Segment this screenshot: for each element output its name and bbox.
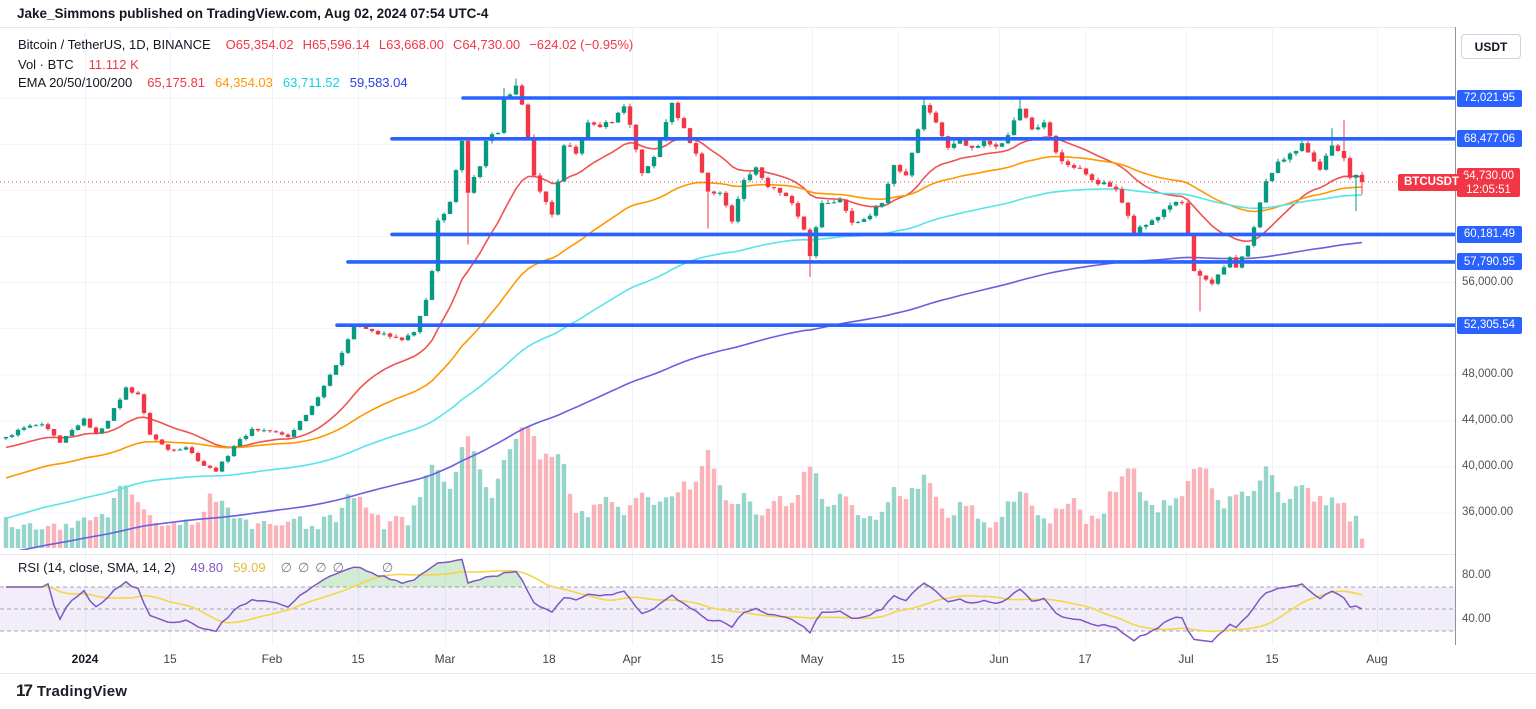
rsi-tick: 40.00 xyxy=(1462,613,1491,625)
candles-layer xyxy=(3,78,1365,473)
header-separator xyxy=(0,27,1536,28)
time-axis-label: 15 xyxy=(351,652,365,666)
ohlc-item: H65,596.14 xyxy=(302,37,370,52)
time-axis-label: Aug xyxy=(1366,652,1388,666)
ema-label: EMA 20/50/100/200 xyxy=(18,75,133,90)
symbol-title: Bitcoin / TetherUS, 1D, BINANCE xyxy=(18,37,211,52)
rsi-tick: 80.00 xyxy=(1462,569,1491,581)
ema-value: 65,175.81 xyxy=(147,75,206,90)
tradingview-wordmark: TradingView xyxy=(36,682,128,700)
time-axis-label: Mar xyxy=(434,652,456,666)
price-tick: 44,000.00 xyxy=(1462,413,1514,426)
rsi-legend-row[interactable]: RSI (14, close, SMA, 14, 2) 49.80 59.09 ∅… xyxy=(18,560,393,576)
price-tick: 48,000.00 xyxy=(1462,367,1514,380)
rsi-label: RSI (14, close, SMA, 14, 2) xyxy=(18,560,176,575)
time-axis-label: 15 xyxy=(710,652,724,666)
tradingview-footer-logo[interactable]: 17 TradingView xyxy=(16,681,127,701)
last-price-value: 64,730.00 xyxy=(1462,169,1515,182)
level-price-label[interactable]: 52,305.54 xyxy=(1457,316,1522,334)
ema-value: 59,583.04 xyxy=(349,75,408,90)
rsi-value: 59.09 xyxy=(233,560,266,575)
ohlc-item: −624.02 (−0.95%) xyxy=(529,37,634,52)
ema-values: 65,175.81 64,354.03 63,711.52 59,583.04 xyxy=(147,75,407,90)
time-axis[interactable]: 2024 15 Feb 15 Mar 18 Apr 15 May 15 Jun 17 Jul 15 Aug xyxy=(0,645,1536,673)
level-price-label[interactable]: 72,021.95 xyxy=(1457,89,1522,107)
rsi-empty-symbols: ∅ ∅ ∅ ∅ ∅ xyxy=(275,560,394,576)
volume-layer xyxy=(3,426,1365,548)
level-price-label[interactable]: 68,477.06 xyxy=(1457,130,1522,148)
time-axis-label: Jul xyxy=(1178,652,1194,666)
time-axis-label: 15 xyxy=(1265,652,1279,666)
bar-countdown: 12:05:51 xyxy=(1466,183,1511,196)
time-axis-label: May xyxy=(800,652,824,666)
empty-set-icon: ∅ xyxy=(315,560,327,575)
ohlc-values: O65,354.02 H65,596.14 L63,668.00 C64,730.00… xyxy=(226,37,634,52)
time-axis-label: 15 xyxy=(163,652,177,666)
volume-label: Vol · BTC xyxy=(18,57,74,72)
currency-toggle-button[interactable]: USDT xyxy=(1461,34,1521,59)
time-axis-label: Apr xyxy=(622,652,642,666)
last-price-label[interactable]: 64,730.00 12:05:51 xyxy=(1457,168,1520,197)
level-price-label[interactable]: 57,790.95 xyxy=(1457,253,1522,271)
ohlc-item: L63,668.00 xyxy=(378,37,444,52)
level-price-label[interactable]: 60,181.49 xyxy=(1457,225,1522,243)
time-axis-label: 17 xyxy=(1078,652,1092,666)
symbol-legend-row[interactable]: Bitcoin / TetherUS, 1D, BINANCE O65,354.… xyxy=(18,37,633,52)
rsi-layer xyxy=(0,558,1455,643)
time-axis-label: Feb xyxy=(261,652,283,666)
tradingview-mark-icon: 17 xyxy=(16,681,33,700)
rsi-value: 49.80 xyxy=(190,560,224,575)
price-tick: 36,000.00 xyxy=(1462,506,1514,518)
publish-header: Jake_Simmons published on TradingView.co… xyxy=(17,6,489,21)
ohlc-item: C64,730.00 xyxy=(452,37,521,52)
empty-set-icon: ∅ xyxy=(332,560,344,575)
empty-set-icon: ∅ xyxy=(297,560,310,575)
time-axis-label: 2024 xyxy=(71,652,99,666)
ema-value: 63,711.52 xyxy=(282,75,340,90)
symbol-price-tag[interactable]: BTCUSDT xyxy=(1398,173,1465,191)
time-axis-label: 18 xyxy=(542,652,556,666)
ohlc-item: O65,354.02 xyxy=(225,37,294,52)
ema-value: 64,354.03 xyxy=(215,75,273,90)
time-axis-label: 15 xyxy=(891,652,905,666)
rsi-values: 49.80 59.09 xyxy=(191,560,266,575)
price-tick: 40,000.00 xyxy=(1462,459,1514,472)
empty-set-icon: ∅ xyxy=(280,560,292,575)
volume-value: 11.112 K xyxy=(88,57,139,72)
empty-set-icon: ∅ xyxy=(381,560,394,575)
volume-legend-row[interactable]: Vol · BTC 11.112 K xyxy=(18,57,139,72)
price-tick: 56,000.00 xyxy=(1462,275,1514,288)
time-axis-label: Jun xyxy=(989,652,1009,666)
ema-legend-row[interactable]: EMA 20/50/100/200 65,175.81 64,354.03 63,7… xyxy=(18,75,408,90)
